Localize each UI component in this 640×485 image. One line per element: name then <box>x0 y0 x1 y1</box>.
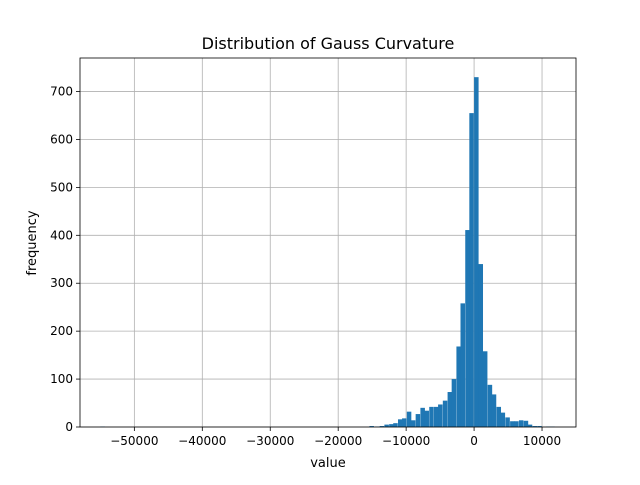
x-tick-label: −20000 <box>314 434 362 448</box>
histogram-bar <box>474 77 479 427</box>
histogram-bar <box>510 421 515 427</box>
y-tick-label: 700 <box>50 85 73 99</box>
x-tick-label: −40000 <box>178 434 226 448</box>
x-tick-label: −30000 <box>246 434 294 448</box>
histogram-bar <box>524 421 529 427</box>
histogram-bar <box>448 392 453 427</box>
histogram-bar <box>456 346 461 427</box>
histogram-bar <box>519 420 524 427</box>
histogram-bar <box>460 303 465 427</box>
histogram-bar <box>514 421 519 427</box>
histogram-bar <box>497 407 502 427</box>
x-tick-label: 0 <box>470 434 478 448</box>
histogram-bar <box>420 408 425 427</box>
histogram-bar <box>389 424 394 427</box>
histogram-bar <box>434 407 439 427</box>
histogram-bar <box>465 230 470 427</box>
y-tick-label: 500 <box>50 180 73 194</box>
y-tick-label: 100 <box>50 372 73 386</box>
y-tick-label: 0 <box>65 420 73 434</box>
x-tick-label: −10000 <box>382 434 430 448</box>
histogram-bar <box>492 394 497 427</box>
y-tick-label: 400 <box>50 228 73 242</box>
histogram-bar <box>398 419 403 427</box>
histogram-bar <box>407 412 412 427</box>
y-tick-label: 600 <box>50 132 73 146</box>
histogram-bar <box>443 401 448 427</box>
x-axis-label: value <box>310 456 346 471</box>
histogram-bar <box>411 420 416 427</box>
histogram-bar <box>488 385 493 427</box>
histogram-bar <box>424 411 429 427</box>
chart-title: Distribution of Gauss Curvature <box>202 34 455 53</box>
histogram-bar <box>501 413 506 427</box>
histogram-bar <box>505 417 510 427</box>
histogram-bar <box>478 264 483 427</box>
histogram-bar <box>429 407 434 427</box>
histogram-bar <box>402 418 407 427</box>
y-tick-label: 200 <box>50 324 73 338</box>
x-tick-label: −50000 <box>110 434 158 448</box>
histogram-bar <box>469 113 474 427</box>
histogram-bar <box>438 404 443 427</box>
y-tick-label: 300 <box>50 276 73 290</box>
histogram-bar <box>483 351 488 427</box>
histogram-bar <box>393 423 398 427</box>
x-tick-label: 10000 <box>523 434 561 448</box>
histogram-bar <box>416 414 421 427</box>
histogram-bar <box>452 379 457 427</box>
y-axis-label: frequency <box>25 210 40 276</box>
